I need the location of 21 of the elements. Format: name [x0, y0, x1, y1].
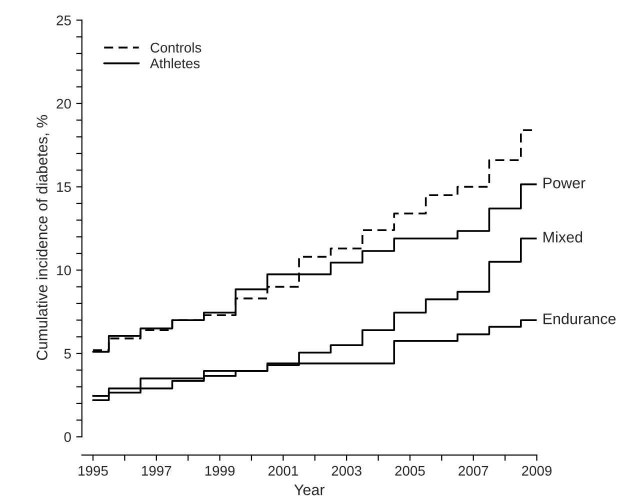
legend-label: Controls: [150, 42, 202, 53]
y-tick-label: 15: [57, 182, 71, 192]
annotation: Athletes: [150, 58, 200, 68]
x-tick-label: 2001: [268, 466, 298, 476]
x-tick-label: 1999: [205, 466, 235, 476]
x-tick-label: 1997: [142, 466, 172, 476]
y-axis-title: Cumulative incidence of diabetes, %: [36, 115, 50, 360]
x-tick-label: 2009: [522, 466, 552, 476]
series-label: Mixed: [544, 231, 582, 243]
x-tick-label: 2007: [458, 466, 488, 476]
x-tick-label: 2003: [332, 466, 362, 476]
x-tick-label: 2005: [395, 466, 425, 476]
y-tick-label: 20: [56, 98, 71, 109]
y-tick-label: 0: [64, 432, 71, 442]
y-tick-label: 10: [57, 265, 71, 276]
y-tick-label: 5: [64, 348, 71, 359]
series-label: Power: [544, 178, 586, 188]
series-label: Endurance: [544, 313, 616, 324]
x-axis-title: Year: [294, 484, 325, 496]
y-tick-label: 25: [56, 15, 71, 26]
x-tick-label: 1995: [78, 466, 108, 476]
